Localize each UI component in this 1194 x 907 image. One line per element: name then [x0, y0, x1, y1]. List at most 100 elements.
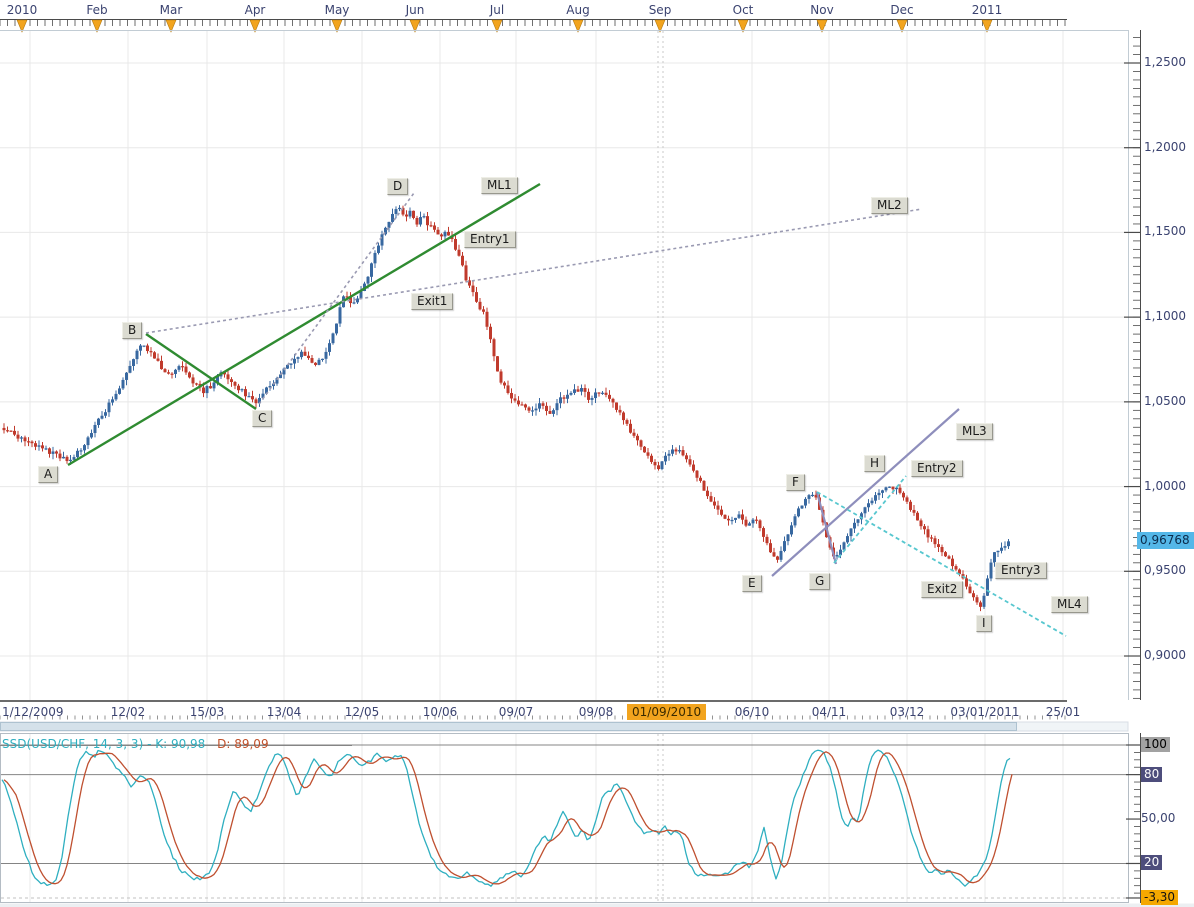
- candle: [296, 357, 300, 359]
- month-label-jul: Jul: [489, 3, 505, 17]
- annotation-A[interactable]: A: [38, 466, 59, 483]
- month-marker-icon[interactable]: [491, 19, 503, 33]
- candle: [114, 393, 118, 400]
- month-marker-icon[interactable]: [816, 19, 828, 33]
- trendline-ML3[interactable]: [771, 408, 960, 577]
- candle: [660, 461, 664, 470]
- candle: [163, 369, 167, 373]
- annotation-Entry3[interactable]: Entry3: [995, 562, 1047, 579]
- candle: [352, 302, 356, 304]
- date-label: 15/03: [189, 705, 225, 719]
- annotation-F[interactable]: F: [786, 474, 805, 491]
- candle: [107, 402, 111, 413]
- trendline-FG[interactable]: [815, 491, 838, 565]
- candle: [503, 382, 506, 386]
- candle: [97, 418, 100, 425]
- candle: [1007, 541, 1010, 547]
- annotation-G[interactable]: G: [809, 573, 831, 590]
- candle: [76, 450, 79, 458]
- annotation-B[interactable]: B: [122, 322, 143, 339]
- candle: [153, 352, 156, 359]
- annotation-E[interactable]: E: [742, 575, 762, 592]
- trendline-CD[interactable]: [258, 192, 415, 405]
- candle: [800, 505, 804, 509]
- month-marker-icon[interactable]: [572, 19, 584, 33]
- month-label-nov: Nov: [810, 3, 834, 17]
- month-label-jun: Jun: [405, 3, 425, 17]
- candle: [583, 388, 587, 392]
- candle: [797, 508, 800, 517]
- annotation-ML2[interactable]: ML2: [871, 197, 908, 214]
- candle: [975, 597, 979, 603]
- candle: [422, 216, 426, 218]
- stochastic-d-label: D: 89,09: [217, 737, 269, 751]
- month-marker-icon[interactable]: [896, 19, 908, 33]
- candle: [373, 252, 377, 264]
- candle: [471, 285, 475, 293]
- annotation-H[interactable]: H: [864, 455, 886, 472]
- candle: [300, 351, 303, 358]
- candle: [706, 490, 709, 497]
- annotation-ML3[interactable]: ML3: [956, 423, 993, 440]
- trendline-GH[interactable]: [833, 475, 907, 564]
- annotation-C[interactable]: C: [252, 410, 273, 427]
- candle: [685, 455, 688, 460]
- date-label: 06/10: [734, 705, 770, 719]
- horizontal-scrollbar-thumb[interactable]: [0, 722, 1017, 731]
- month-marker-icon[interactable]: [737, 19, 749, 33]
- trendline-BC[interactable]: [145, 333, 257, 410]
- candle: [958, 569, 961, 575]
- date-label: 10/06: [422, 705, 458, 719]
- annotation-Entry2[interactable]: Entry2: [911, 460, 963, 477]
- trendline-ML2[interactable]: [145, 208, 923, 334]
- candle: [769, 543, 772, 553]
- candle: [86, 437, 90, 446]
- candle: [475, 292, 478, 302]
- candle: [79, 450, 83, 452]
- candle: [653, 461, 657, 466]
- month-marker-icon[interactable]: [91, 19, 103, 33]
- annotation-I[interactable]: I: [976, 615, 992, 632]
- annotation-ML4[interactable]: ML4: [1051, 596, 1088, 613]
- candle: [366, 276, 370, 284]
- month-marker-icon[interactable]: [331, 19, 343, 33]
- trendline-ML4[interactable]: [816, 491, 1067, 637]
- candle: [349, 297, 352, 304]
- candle: [615, 402, 618, 410]
- annotation-ML1[interactable]: ML1: [481, 177, 518, 194]
- candle: [919, 520, 923, 527]
- candle: [982, 595, 986, 607]
- candle: [846, 536, 849, 543]
- month-marker-icon[interactable]: [16, 19, 28, 33]
- candle: [538, 403, 541, 409]
- month-marker-icon[interactable]: [409, 19, 421, 33]
- annotation-D[interactable]: D: [387, 178, 409, 195]
- candle: [1000, 547, 1003, 551]
- candle: [20, 437, 23, 439]
- candle: [265, 387, 268, 394]
- candle: [709, 496, 713, 502]
- annotation-Exit1[interactable]: Exit1: [411, 293, 454, 310]
- candle: [289, 363, 293, 365]
- candle: [482, 309, 485, 312]
- candle: [552, 410, 555, 414]
- candle: [730, 519, 734, 522]
- month-marker-icon[interactable]: [981, 19, 993, 33]
- annotation-Entry1[interactable]: Entry1: [464, 231, 516, 248]
- trendline-ML1[interactable]: [67, 182, 541, 467]
- annotation-Exit2[interactable]: Exit2: [921, 581, 964, 598]
- candle: [258, 397, 261, 404]
- candle: [699, 477, 702, 481]
- candle: [622, 412, 625, 421]
- candle: [394, 209, 398, 214]
- stoch-axis-label-80: 80: [1141, 766, 1163, 782]
- month-marker-icon[interactable]: [165, 19, 177, 33]
- month-marker-icon[interactable]: [654, 19, 666, 33]
- stoch-level-100-overlay: [0, 745, 352, 746]
- candle: [702, 480, 706, 491]
- month-marker-icon[interactable]: [249, 19, 261, 33]
- candle: [867, 503, 870, 508]
- candle: [359, 290, 363, 299]
- candle: [125, 372, 128, 380]
